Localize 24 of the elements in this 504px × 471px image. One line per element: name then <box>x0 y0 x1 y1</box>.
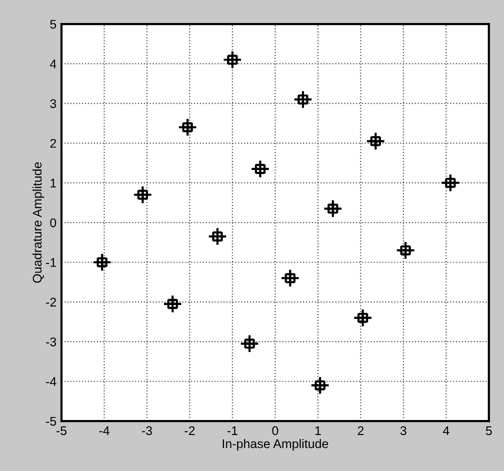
y-tick-label: 4 <box>50 60 56 68</box>
x-tick-label: 3 <box>400 426 406 436</box>
x-tick-label: -2 <box>184 426 195 435</box>
y-tick-label: 2 <box>50 138 56 148</box>
y-tick-label: 5 <box>50 20 56 29</box>
x-axis-title: In-phase Amplitude <box>222 438 328 451</box>
y-tick-label: -4 <box>46 377 56 386</box>
y-tick-label: 0 <box>50 218 56 228</box>
y-tick-label: -5 <box>46 417 56 426</box>
x-tick-label: -1 <box>227 426 238 435</box>
y-axis-title: Quadrature Amplitude <box>32 162 44 283</box>
y-tick-label: 1 <box>50 178 56 188</box>
y-tick-label: -1 <box>46 258 56 267</box>
x-tick-label: 2 <box>358 426 364 435</box>
x-tick-label: -4 <box>99 426 110 435</box>
x-tick-label: 1 <box>315 426 321 435</box>
y-tick-label: -2 <box>46 298 56 306</box>
x-tick-label: -3 <box>142 426 152 436</box>
x-tick-label: 5 <box>486 426 492 436</box>
x-tick-label: 4 <box>442 426 450 435</box>
x-tick-label: 0 <box>272 426 278 436</box>
x-tick-label: -5 <box>56 426 67 436</box>
y-tick-label: 3 <box>50 99 56 108</box>
y-tick-label: -3 <box>46 337 56 346</box>
